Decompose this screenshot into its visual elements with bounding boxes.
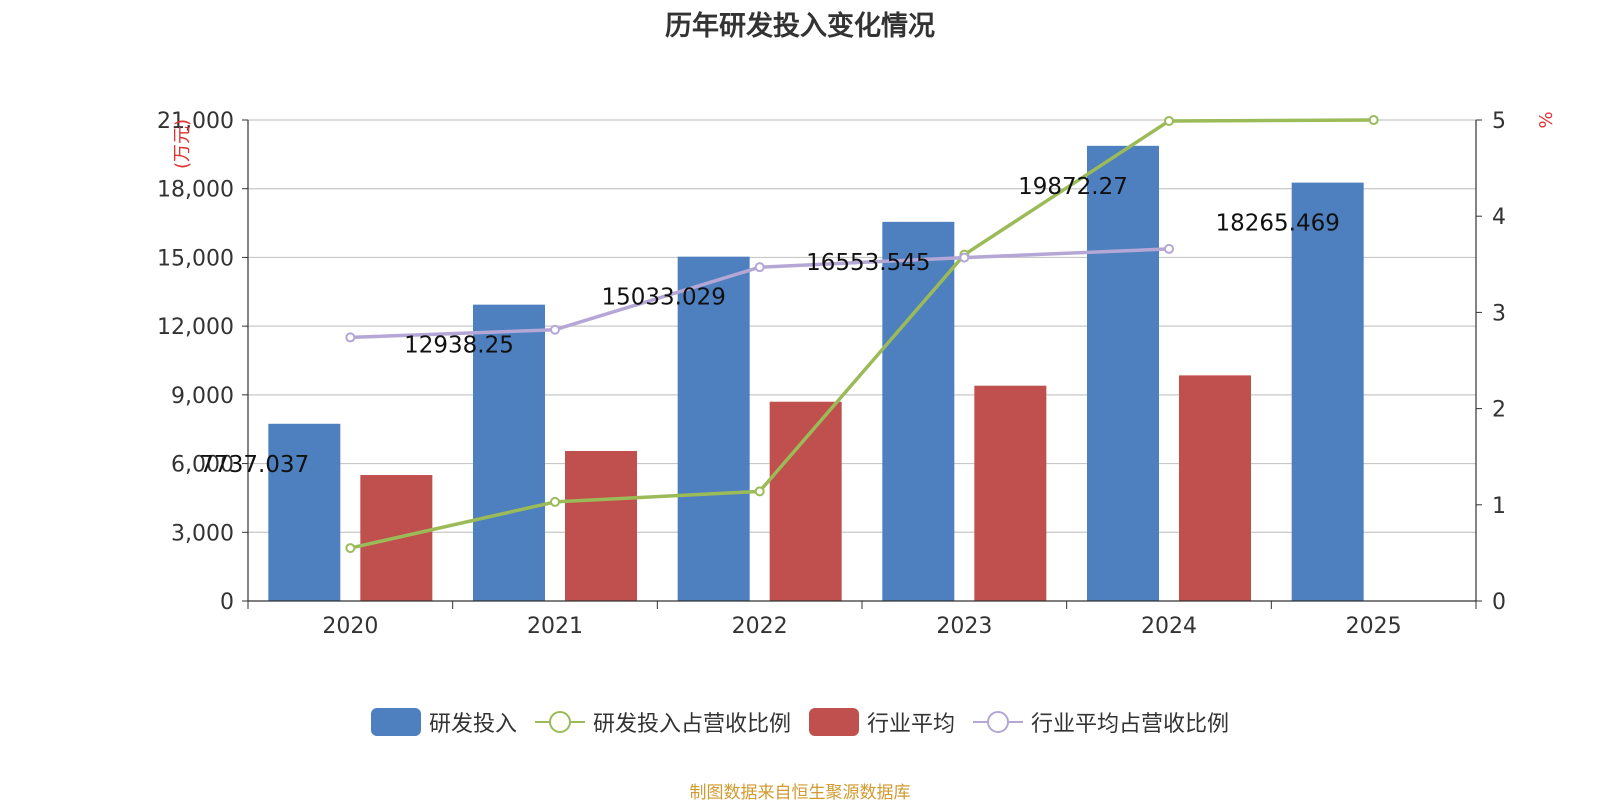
- legend-item-rd-ratio[interactable]: 研发投入占营收比例: [534, 706, 791, 738]
- y-left-tick-label: 9,000: [171, 384, 234, 409]
- legend-label-rd-investment: 研发投入: [428, 712, 517, 737]
- y-left-tick-label: 12,000: [157, 315, 234, 340]
- y-right-axis-label: %: [1536, 111, 1557, 128]
- y-right-tick-label: 2: [1492, 398, 1506, 423]
- legend-swatch-industry-ratio: [973, 711, 1024, 733]
- x-tick-label: 2025: [1346, 614, 1402, 639]
- line-point: [1164, 243, 1174, 254]
- bars-layer: [268, 145, 1364, 602]
- y-left-tick-label: 21,000: [157, 109, 234, 134]
- line-point: [550, 324, 560, 335]
- line-point: [1368, 115, 1379, 125]
- data-label: 19872.27: [1018, 174, 1128, 200]
- legend-swatch-rd-investment: [370, 708, 421, 736]
- y-left-tick-label: 18,000: [157, 178, 234, 203]
- y-left-tick-label: 15,000: [157, 246, 234, 271]
- line-point: [550, 496, 560, 507]
- bar: [473, 304, 545, 601]
- y-left-tick-label: 6,000: [171, 453, 234, 478]
- bar: [882, 221, 955, 602]
- line-point: [754, 486, 765, 497]
- source-note: 制图数据来自恒生聚源数据库: [689, 783, 911, 803]
- legend-label-industry-avg: 行业平均: [867, 712, 956, 737]
- lines-layer: [345, 115, 1379, 554]
- y-right-tick-label: 1: [1492, 494, 1506, 519]
- bar: [974, 385, 1047, 601]
- x-tick-label: 2024: [1141, 614, 1197, 639]
- data-label: 16553.545: [806, 250, 930, 276]
- y-left-tick-label: 3,000: [171, 521, 234, 546]
- bar: [1179, 375, 1251, 601]
- series-line: [349, 118, 1374, 550]
- labels-layer: 7737.037 12938.25 15033.029 16553.545 19872.…: [199, 174, 1339, 478]
- y-left-tick-label: 0: [220, 590, 234, 615]
- legend-label-industry-ratio: 行业平均占营收比例: [1031, 712, 1230, 737]
- bar: [1087, 145, 1159, 601]
- x-tick-label: 2020: [322, 614, 378, 639]
- y-right-tick-label: 5: [1492, 109, 1506, 134]
- line-point: [959, 252, 970, 263]
- bar: [769, 401, 842, 601]
- y-right-tick-label: 0: [1492, 590, 1506, 615]
- x-tick-label: 2022: [732, 614, 788, 639]
- x-tick-label: 2021: [527, 614, 583, 639]
- line-point: [345, 332, 356, 343]
- data-label: 15033.029: [601, 285, 725, 311]
- legend-item-rd-investment[interactable]: 研发投入: [370, 706, 517, 738]
- data-label: 12938.25: [404, 333, 514, 359]
- legend: 研发投入 研发投入占营收比例 行业平均 行业平均占营收比例: [0, 704, 1600, 740]
- bar: [677, 256, 750, 601]
- bar: [268, 423, 341, 601]
- bar: [565, 450, 637, 601]
- y-right-tick-label: 4: [1492, 205, 1506, 230]
- legend-item-industry-ratio[interactable]: 行业平均占营收比例: [973, 706, 1229, 738]
- legend-label-rd-ratio: 研发投入占营收比例: [592, 712, 791, 737]
- legend-swatch-rd-ratio: [534, 711, 585, 733]
- line-point: [345, 543, 356, 554]
- bar: [1291, 182, 1364, 601]
- legend-item-industry-avg[interactable]: 行业平均: [809, 706, 955, 738]
- y-right-tick-label: 3: [1492, 301, 1506, 326]
- y-left-axis-label: (万元): [172, 119, 193, 169]
- data-label: 7737.037: [199, 452, 309, 478]
- x-tick-label: 2023: [936, 614, 992, 639]
- line-point: [1164, 115, 1174, 126]
- axes-layer: 0 3,000 6,000 9,000 12,000 15,000 18,000 21,000…: [157, 109, 1557, 639]
- chart-title: 历年研发投入变化情况: [665, 11, 935, 42]
- legend-swatch-industry-avg: [809, 708, 859, 736]
- line-point: [754, 262, 765, 273]
- data-label: 18265.469: [1215, 211, 1339, 237]
